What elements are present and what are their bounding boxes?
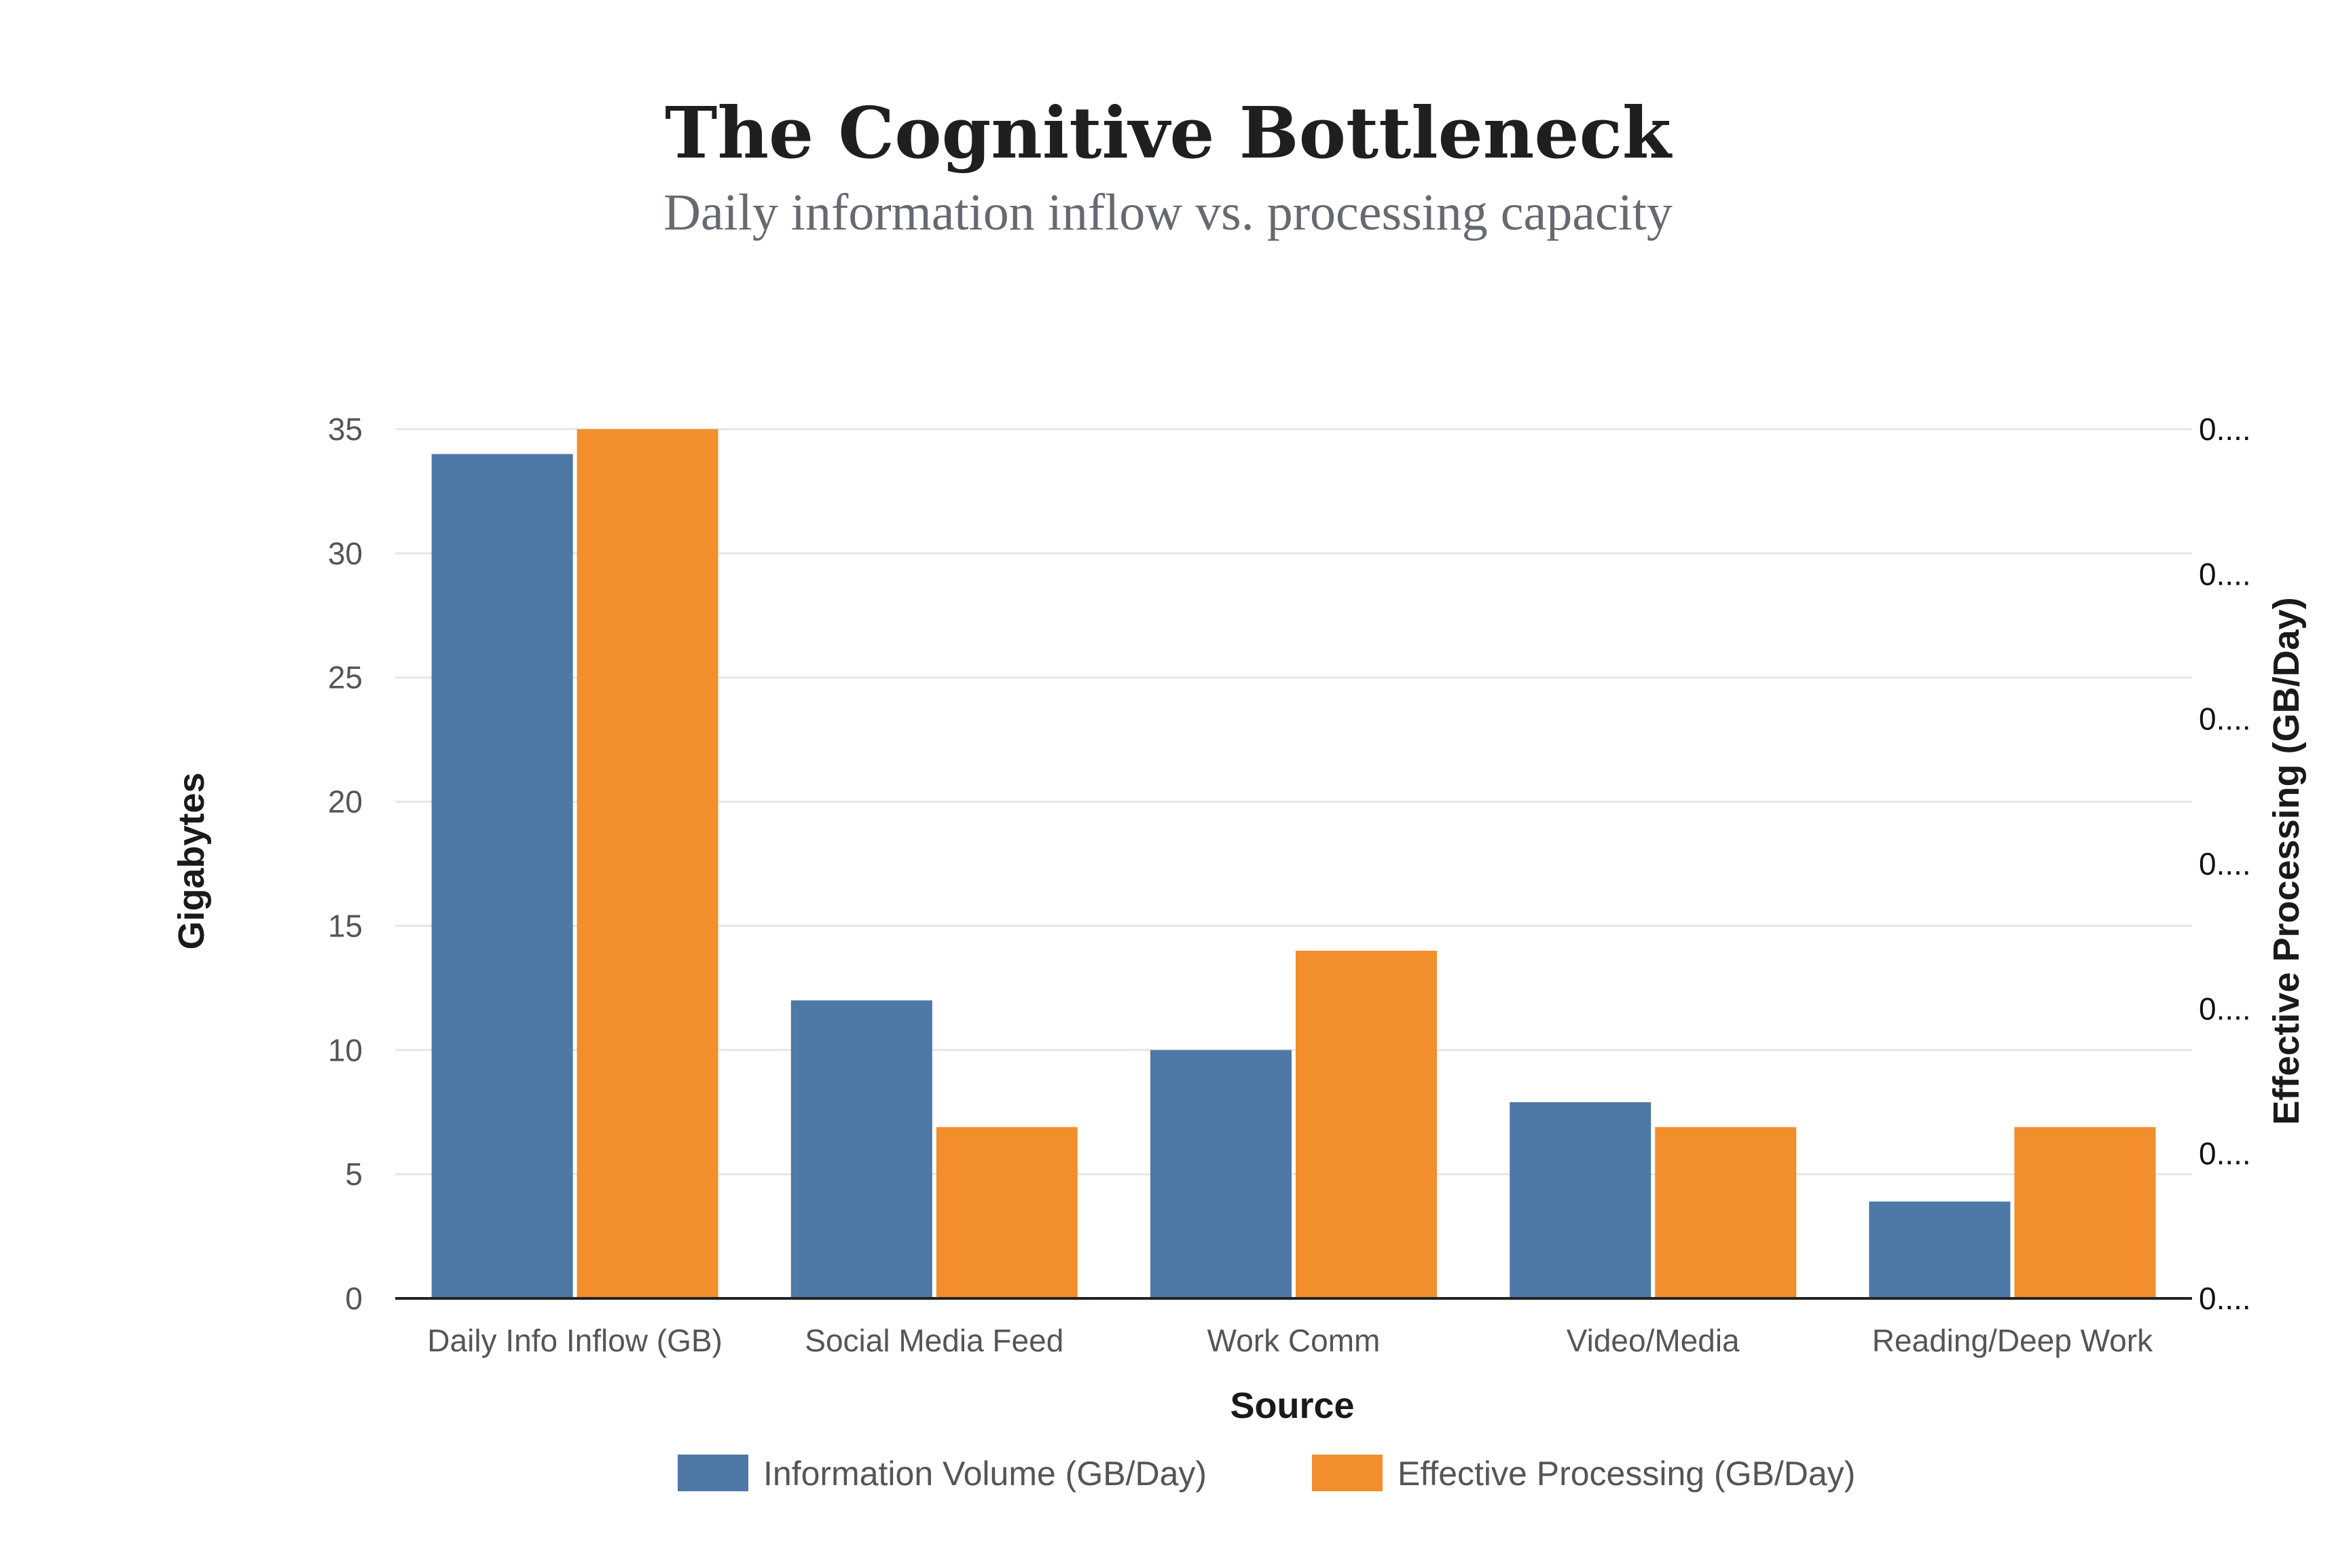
bar-effective-processing (577, 429, 718, 1298)
y-tick-label: 25 (328, 660, 363, 695)
chart-subtitle: Daily information inflow vs. processing … (663, 184, 1673, 241)
y-tick-label: 30 (328, 536, 363, 571)
y-tick-label: 35 (328, 412, 363, 447)
y2-axis-title: Effective Processing (GB/Day) (2266, 597, 2307, 1125)
x-axis-ticks: Daily Info Inflow (GB) Social Media Feed W… (427, 1323, 2153, 1358)
chart-title: The Cognitive Bottleneck (665, 91, 1673, 175)
y2-tick-label: 0.... (2199, 556, 2251, 591)
bar-information-volume (790, 1000, 932, 1298)
legend: Information Volume (GB/Day) Effective Pr… (678, 1455, 1855, 1493)
bar-effective-processing (1296, 951, 1437, 1298)
x-tick-label: Video/Media (1567, 1323, 1740, 1358)
y2-tick-label: 0.... (2199, 701, 2251, 737)
x-tick-label: Daily Info Inflow (GB) (427, 1323, 723, 1358)
bars (431, 429, 2156, 1298)
bar-information-volume (1510, 1102, 1651, 1298)
y-axis-title: Gigabytes (171, 772, 212, 949)
bar-effective-processing (936, 1127, 1078, 1298)
bar-effective-processing (2014, 1127, 2156, 1298)
bar-information-volume (431, 454, 573, 1298)
y2-tick-label: 0.... (2199, 1136, 2251, 1171)
x-axis-title: Source (1230, 1385, 1354, 1426)
y-tick-label: 10 (328, 1032, 363, 1068)
y-tick-label: 5 (345, 1156, 363, 1192)
legend-swatch-information-volume (678, 1455, 748, 1491)
legend-label-effective-processing: Effective Processing (GB/Day) (1398, 1455, 1855, 1493)
y-tick-label: 20 (328, 784, 363, 820)
bar-effective-processing (1655, 1127, 1797, 1298)
y2-tick-label: 0.... (2199, 1281, 2251, 1316)
bar-information-volume (1869, 1201, 2011, 1298)
legend-label-information-volume: Information Volume (GB/Day) (763, 1455, 1207, 1493)
y2-axis-ticks: 0.... 0.... 0.... 0.... 0.... 0.... 0.... (2199, 412, 2251, 1316)
x-tick-label: Reading/Deep Work (1872, 1323, 2153, 1358)
y-tick-label: 15 (328, 908, 363, 943)
x-tick-label: Social Media Feed (805, 1323, 1063, 1358)
y2-tick-label: 0.... (2199, 846, 2251, 881)
y-axis-ticks: 0 5 10 15 20 25 30 35 (328, 412, 363, 1316)
y2-tick-label: 0.... (2199, 412, 2251, 447)
y2-tick-label: 0.... (2199, 991, 2251, 1026)
legend-swatch-effective-processing (1312, 1455, 1383, 1491)
y-tick-label: 0 (345, 1281, 363, 1316)
bar-information-volume (1150, 1050, 1292, 1298)
x-tick-label: Work Comm (1207, 1323, 1381, 1358)
